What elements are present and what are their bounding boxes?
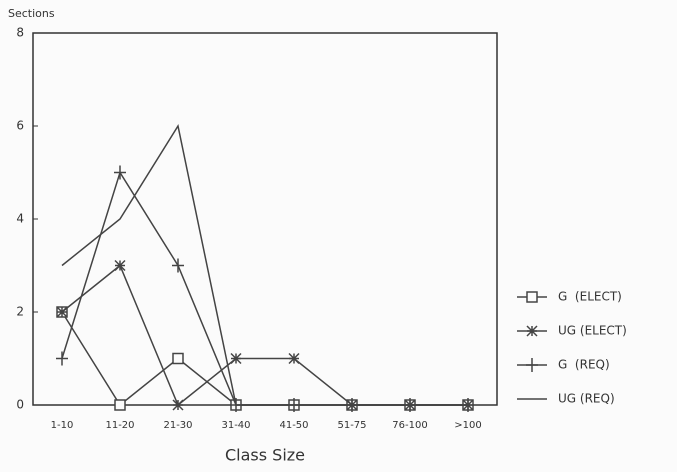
x-tick-label: 41-50: [279, 420, 308, 431]
point: [56, 306, 68, 318]
point: [114, 399, 126, 411]
x-tick-label: 51-75: [337, 420, 366, 431]
series-line: [61, 124, 468, 406]
point: [114, 259, 126, 272]
x-axis-label: Class Size: [225, 446, 305, 465]
y-tick-label: 6: [16, 119, 24, 133]
legend-label: G (REQ): [558, 358, 610, 372]
y-tick-label: 4: [16, 212, 24, 226]
legend-label: UG (REQ): [558, 392, 615, 406]
x-tick-label: 11-20: [105, 420, 134, 431]
point: [288, 352, 300, 365]
point: [114, 165, 126, 180]
legend-marker: [526, 358, 538, 372]
y-axis-label: Sections: [8, 7, 55, 20]
x-tick-label: 31-40: [221, 420, 250, 431]
y-tick-label: 8: [16, 26, 24, 40]
point: [172, 352, 184, 365]
point: [230, 352, 242, 365]
x-tick-label: 1-10: [51, 420, 74, 431]
point: [172, 258, 184, 273]
legend-marker: [526, 325, 538, 337]
legend-label: G (ELECT): [558, 290, 622, 304]
y-tick-label: 2: [16, 305, 24, 319]
legend-marker: [526, 291, 538, 303]
x-tick-label: 21-30: [163, 420, 192, 431]
x-tick-label: >100: [454, 420, 481, 431]
point: [56, 351, 68, 366]
x-tick-label: 76-100: [392, 420, 427, 431]
point: [172, 399, 184, 411]
legend-label: UG (ELECT): [558, 324, 627, 338]
y-tick-label: 0: [16, 398, 24, 412]
